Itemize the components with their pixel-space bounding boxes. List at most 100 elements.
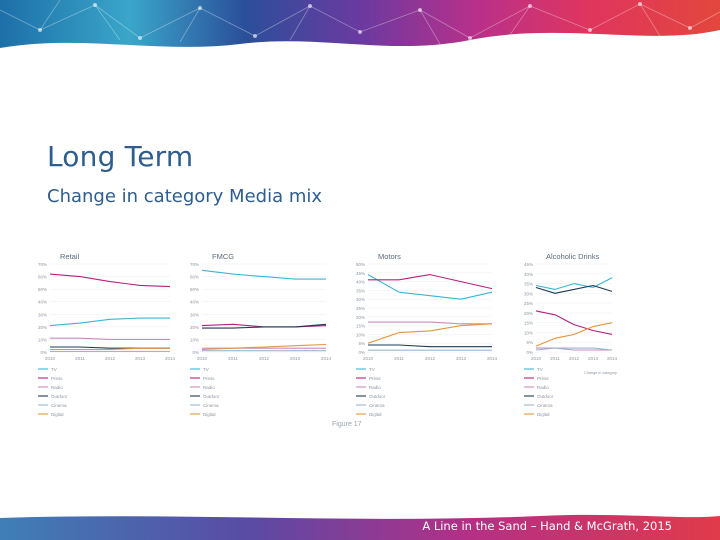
fmcg-series-outdoor — [202, 323, 327, 329]
motors-y-tick-label: 35% — [356, 288, 365, 293]
motors-y-tick-label: 30% — [356, 297, 365, 302]
chart-strip: Retail 70% 60% 50% 40% 30% 20% 10% 0% 2010 2011 201… — [28, 222, 618, 432]
retail-legend-label-outdoor: Outdoor — [51, 394, 68, 399]
fmcg-legend-label-digital: Digital — [203, 412, 216, 417]
retail-series-digital — [50, 347, 170, 351]
fmcg-x-tick-label: 2011 — [228, 356, 238, 361]
motors-series-radio — [368, 321, 492, 325]
alcoholic-drinks-y-tick-label: 15% — [524, 321, 533, 326]
motors-y-tick-label: 45% — [356, 271, 365, 276]
fmcg-legend-label-outdoor: Outdoor — [203, 394, 220, 399]
motors-legend-label-radio: Radio — [369, 385, 381, 390]
retail-series-tv — [49, 317, 170, 327]
alcoholic-drinks-series-outdoor — [535, 284, 613, 294]
motors-legend-label-digital: Digital — [369, 412, 382, 417]
retail-x-tick-label: 2014 — [165, 356, 176, 361]
retail-x-tick-label: 2010 — [45, 356, 56, 361]
fmcg-series-digital — [201, 343, 327, 351]
alcoholic-drinks-series-radio — [536, 347, 612, 351]
fmcg-y-tick-label: 70% — [190, 262, 199, 267]
alcoholic-drinks-y-tick-label: 25% — [524, 301, 533, 306]
motors-series-outdoor — [368, 344, 492, 348]
motors-x-tick-label: 2013 — [456, 356, 467, 361]
fmcg-x-tick-label: 2014 — [321, 356, 332, 361]
motors-y-tick-label: 0% — [358, 350, 365, 355]
retail-y-tick-label: 60% — [38, 275, 47, 280]
fmcg-y-tick-label: 0% — [192, 350, 199, 355]
alcoholic-drinks-legend-label-digital: Digital — [537, 412, 550, 417]
retail-legend-label-press: Press — [51, 376, 63, 381]
fmcg-y-tick-label: 60% — [190, 275, 199, 280]
slide-title: Long Term — [47, 140, 194, 173]
alcoholic-drinks-legend-label-radio: Radio — [537, 385, 549, 390]
motors-legend-label-press: Press — [369, 376, 381, 381]
alcoholic-drinks-x-tick-label: 2013 — [588, 356, 599, 361]
motors-chart: Motors50%45%40%35%30%25%20%15%10%5%0%201… — [356, 252, 498, 417]
motors-y-tick-label: 40% — [356, 280, 365, 285]
motors-series-tv — [367, 274, 493, 300]
alcoholic-drinks-y-tick-label: 5% — [526, 340, 533, 345]
fmcg-y-tick-label: 50% — [190, 287, 199, 292]
retail-legend-label-radio: Radio — [51, 385, 63, 390]
motors-y-tick-label: 15% — [356, 324, 365, 329]
fmcg-y-tick-label: 40% — [190, 300, 199, 305]
retail-legend-label-cinema: Cinema — [51, 403, 67, 408]
alcoholic-drinks-y-tick-label: 40% — [524, 272, 533, 277]
alcoholic-drinks-y-tick-label: 20% — [524, 311, 533, 316]
slide-subtitle: Change in category Media mix — [47, 186, 323, 207]
motors-x-tick-label: 2014 — [487, 356, 498, 361]
retail-y-tick-label: 50% — [38, 287, 47, 292]
alcoholic-drinks-y-tick-label: 45% — [524, 262, 533, 267]
fmcg-y-tick-label: 30% — [190, 312, 199, 317]
header-banner — [0, 0, 720, 48]
source-credit: A Line in the Sand – Hand & McGrath, 201… — [422, 519, 672, 533]
retail-y-tick-label: 70% — [38, 262, 47, 267]
retail-x-tick-label: 2013 — [135, 356, 146, 361]
fmcg-legend-label-cinema: Cinema — [203, 403, 219, 408]
alcoholic-drinks-chart-title: Alcoholic Drinks — [546, 252, 600, 261]
fmcg-y-tick-label: 20% — [190, 325, 199, 330]
fmcg-series-tv — [201, 269, 326, 280]
footer-band — [0, 514, 720, 540]
motors-x-tick-label: 2010 — [363, 356, 374, 361]
retail-series-press — [49, 273, 171, 288]
fmcg-x-tick-label: 2013 — [290, 356, 301, 361]
fmcg-x-tick-label: 2010 — [197, 356, 208, 361]
alcoholic-drinks-chart-note: Change in category media mix — [584, 371, 618, 375]
alcoholic-drinks-series-digital — [535, 322, 613, 347]
chart-panel-motors: Motors 50% 45% 40% 35% 30% 25% 20% 15% 10% 5% 0% 201… — [346, 222, 498, 432]
retail-series-radio — [50, 337, 170, 340]
retail-legend-label-tv: TV — [51, 367, 57, 372]
alcoholic-drinks-chart: Alcoholic Drinks 45% 40% 35% 30% 25% 20% 15% 10%… — [524, 252, 618, 417]
fmcg-legend-label-press: Press — [203, 376, 215, 381]
motors-y-tick-label: 25% — [356, 306, 365, 311]
motors-legend-label-tv: TV — [369, 367, 375, 372]
retail-y-tick-label: 40% — [38, 300, 47, 305]
alcoholic-drinks-x-tick-label: 2010 — [531, 356, 542, 361]
motors-y-tick-label: 5% — [358, 341, 365, 346]
retail-y-tick-label: 20% — [38, 325, 47, 330]
fmcg-legend-label-tv: TV — [203, 367, 209, 372]
retail-y-tick-label: 10% — [38, 337, 47, 342]
motors-y-tick-label: 20% — [356, 315, 365, 320]
motors-y-tick-label: 50% — [356, 262, 365, 267]
motors-y-tick-label: 10% — [356, 332, 365, 337]
alcoholic-drinks-legend-label-cinema: Cinema — [537, 403, 553, 408]
retail-x-tick-label: 2012 — [105, 356, 116, 361]
alcoholic-drinks-legend-label-outdoor: Outdoor — [537, 394, 554, 399]
alcoholic-drinks-y-tick-label: 35% — [524, 282, 533, 287]
alcoholic-drinks-series-press — [535, 310, 613, 335]
alcoholic-drinks-x-tick-label: 2011 — [550, 356, 560, 361]
motors-x-tick-label: 2012 — [425, 356, 436, 361]
alcoholic-drinks-x-tick-label: 2012 — [569, 356, 580, 361]
retail-y-tick-label: 0% — [40, 350, 47, 355]
alcoholic-drinks-series-tv — [535, 277, 613, 290]
figure-caption: Figure 17 — [332, 421, 362, 428]
chart-panel-fmcg: FMCG 70% 60% 50% 40% 30% 20% 10% 0% 2010 2011 2012 2… — [180, 222, 332, 432]
retail-x-tick-label: 2011 — [75, 356, 85, 361]
fmcg-chart-title: FMCG — [212, 252, 234, 261]
fmcg-legend-label-radio: Radio — [203, 385, 215, 390]
fmcg-y-tick-label: 10% — [190, 337, 199, 342]
retail-chart: Retail 70% 60% 50% 40% 30% 20% 10% 0%2010 2011 201… — [38, 252, 176, 417]
chart-panel-alcoholic-drinks: Alcoholic Drinks 45% 40% 35% 30% 25% 20% 15% 10%… — [514, 222, 618, 432]
